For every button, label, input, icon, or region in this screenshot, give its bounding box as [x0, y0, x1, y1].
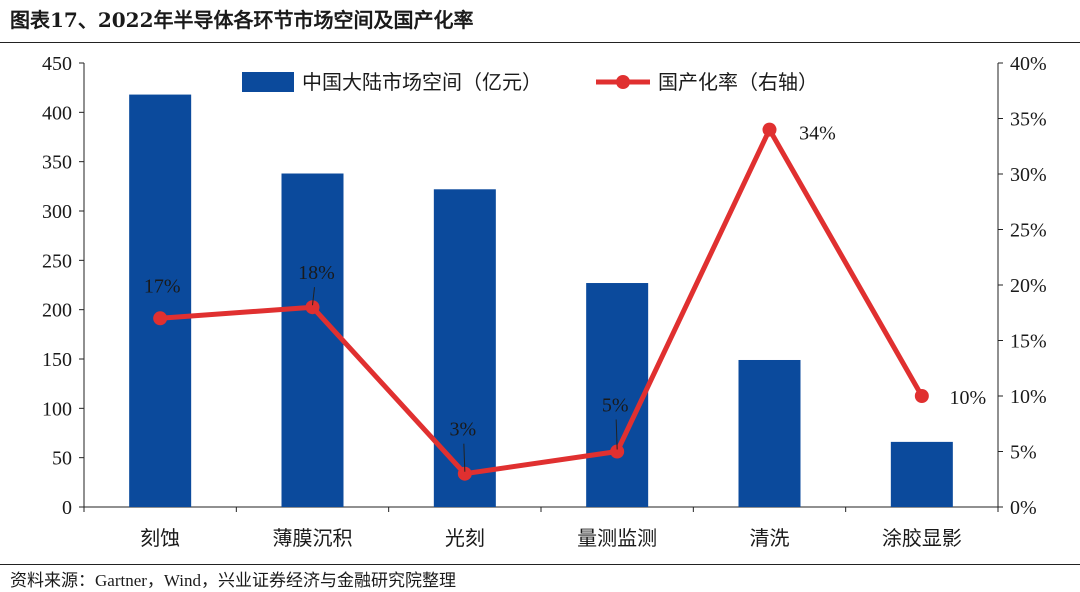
bar [586, 283, 649, 507]
line-layer [153, 122, 929, 481]
legend-bar-label: 中国大陆市场空间（亿元） [302, 71, 542, 94]
y-right-tick-label: 0% [1010, 497, 1037, 519]
y-right-tick-label: 20% [1010, 275, 1047, 297]
data-label: 34% [799, 123, 836, 145]
legend-line-label: 国产化率（右轴） [658, 71, 818, 94]
labels-layer: 17% 18% 3% 5% 34% 10% [144, 123, 986, 472]
axes-layer: 0 50 100 150 200 250 300 350 400 450 0% 5% 10% 15% 20%… [42, 53, 1047, 550]
y-left-tick-label: 300 [42, 201, 72, 223]
label-leader-line [312, 287, 315, 306]
x-tick-label: 刻蚀 [140, 527, 180, 550]
line-point [457, 466, 472, 481]
y-right-tick-label: 35% [1010, 109, 1047, 131]
source-note: 资料来源：Gartner，Wind，兴业证券经济与金融研究院整理 [10, 571, 456, 590]
line-point [153, 311, 168, 326]
line-point [914, 389, 929, 403]
x-tick-label: 光刻 [445, 527, 485, 550]
y-right-tick-label: 5% [1010, 442, 1037, 464]
label-leader-line [463, 443, 466, 472]
legend-bar-swatch [242, 72, 294, 92]
x-tick-label: 涂胶显影 [882, 527, 962, 550]
legend: 中国大陆市场空间（亿元） 国产化率（右轴） [242, 71, 818, 94]
y-left-tick-label: 100 [42, 398, 72, 420]
bar [281, 173, 344, 508]
x-tick-label: 量测监测 [577, 527, 657, 550]
y-left-tick-label: 250 [42, 250, 72, 272]
data-label: 17% [144, 275, 181, 297]
y-left-tick-label: 200 [42, 300, 72, 322]
title-divider [0, 42, 1080, 43]
data-label: 3% [449, 419, 476, 441]
bar [890, 441, 953, 507]
y-left-tick-label: 450 [42, 53, 72, 75]
data-label: 10% [949, 387, 986, 409]
y-left-tick-label: 150 [42, 349, 72, 371]
x-tick-label: 薄膜沉积 [273, 527, 353, 550]
line-point [610, 444, 625, 459]
legend-line-marker [616, 75, 630, 89]
chart-title: 图表17、2022年半导体各环节市场空间及国产化率 [10, 8, 474, 32]
data-label: 18% [298, 262, 335, 284]
y-left-tick-label: 0 [62, 497, 72, 519]
label-leader-line [615, 419, 618, 450]
y-right-tick-label: 40% [1010, 53, 1047, 75]
x-tick-label: 清洗 [750, 527, 790, 550]
line-point [762, 122, 777, 137]
y-left-tick-label: 400 [42, 102, 72, 124]
source-divider [0, 564, 1080, 565]
y-left-tick-label: 50 [52, 448, 72, 470]
chart-canvas: 0 50 100 150 200 250 300 350 400 450 0% 5% 10% 15% 20%… [42, 53, 1047, 550]
y-right-tick-label: 15% [1010, 331, 1047, 353]
y-left-tick-label: 350 [42, 152, 72, 174]
line-point [305, 300, 320, 315]
y-right-tick-label: 30% [1010, 164, 1047, 186]
series-line [159, 127, 925, 477]
data-label: 5% [602, 395, 629, 417]
y-right-tick-label: 25% [1010, 220, 1047, 242]
y-right-tick-label: 10% [1010, 386, 1047, 408]
bar [738, 359, 801, 507]
bar [129, 94, 192, 507]
bars-layer [129, 94, 953, 508]
